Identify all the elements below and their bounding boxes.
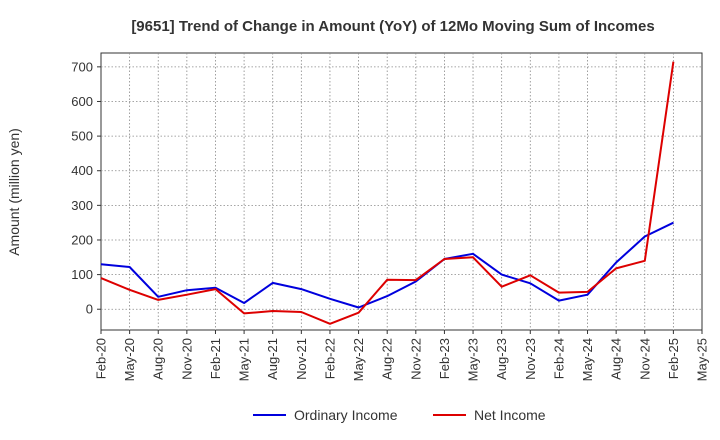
x-tick-label: Aug-23 (494, 338, 509, 380)
x-tick-label: Aug-21 (265, 338, 280, 380)
grid-lines (101, 53, 702, 330)
y-tick-label: 100 (71, 267, 93, 282)
x-tick-label: Nov-21 (294, 338, 309, 380)
x-tick-label: Nov-23 (523, 338, 538, 380)
plot-frame (100, 52, 703, 331)
x-axis-ticks: Feb-20 May-20 Aug-20 Nov-20 Feb-21 May-21 Aug-… (94, 330, 710, 381)
x-tick-label: Aug-24 (609, 338, 624, 380)
legend-label: Ordinary Income (294, 407, 398, 423)
x-tick-label: Feb-24 (551, 338, 566, 379)
legend: Ordinary Income Net Income (253, 407, 546, 423)
chart-title: [9651] Trend of Change in Amount (YoY) o… (131, 18, 654, 35)
x-tick-label: Feb-23 (437, 338, 452, 379)
plot-area (100, 52, 703, 331)
x-tick-label: Nov-22 (408, 338, 423, 380)
x-tick-label: Feb-20 (94, 338, 109, 379)
legend-label: Net Income (474, 407, 546, 423)
y-tick-label: 300 (71, 198, 93, 213)
x-tick-label: Aug-20 (151, 338, 166, 380)
series-line-net-income (100, 61, 675, 325)
x-tick-label: May-23 (466, 338, 481, 381)
x-tick-label: May-22 (351, 338, 366, 381)
y-tick-label: 700 (71, 59, 93, 74)
series-line-ordinary-income (100, 221, 674, 309)
x-tick-label: May-21 (237, 338, 252, 381)
y-tick-label: 600 (71, 94, 93, 109)
x-tick-label: Aug-22 (380, 338, 395, 380)
y-axis-label: Amount (million yen) (6, 128, 22, 256)
x-tick-label: May-24 (580, 338, 595, 381)
x-tick-label: May-20 (122, 338, 137, 381)
x-tick-label: Feb-25 (666, 338, 681, 379)
x-tick-label: Nov-24 (637, 338, 652, 380)
y-tick-label: 0 (86, 302, 93, 317)
x-tick-label: Nov-20 (179, 338, 194, 380)
series-lines (100, 61, 675, 325)
x-tick-label: Feb-21 (208, 338, 223, 379)
x-tick-label: Feb-22 (322, 338, 337, 379)
y-tick-label: 500 (71, 129, 93, 144)
y-axis-ticks: 0 100 200 300 400 500 600 700 (71, 59, 101, 317)
y-tick-label: 400 (71, 163, 93, 178)
x-tick-label: May-25 (695, 338, 710, 381)
y-tick-label: 200 (71, 232, 93, 247)
